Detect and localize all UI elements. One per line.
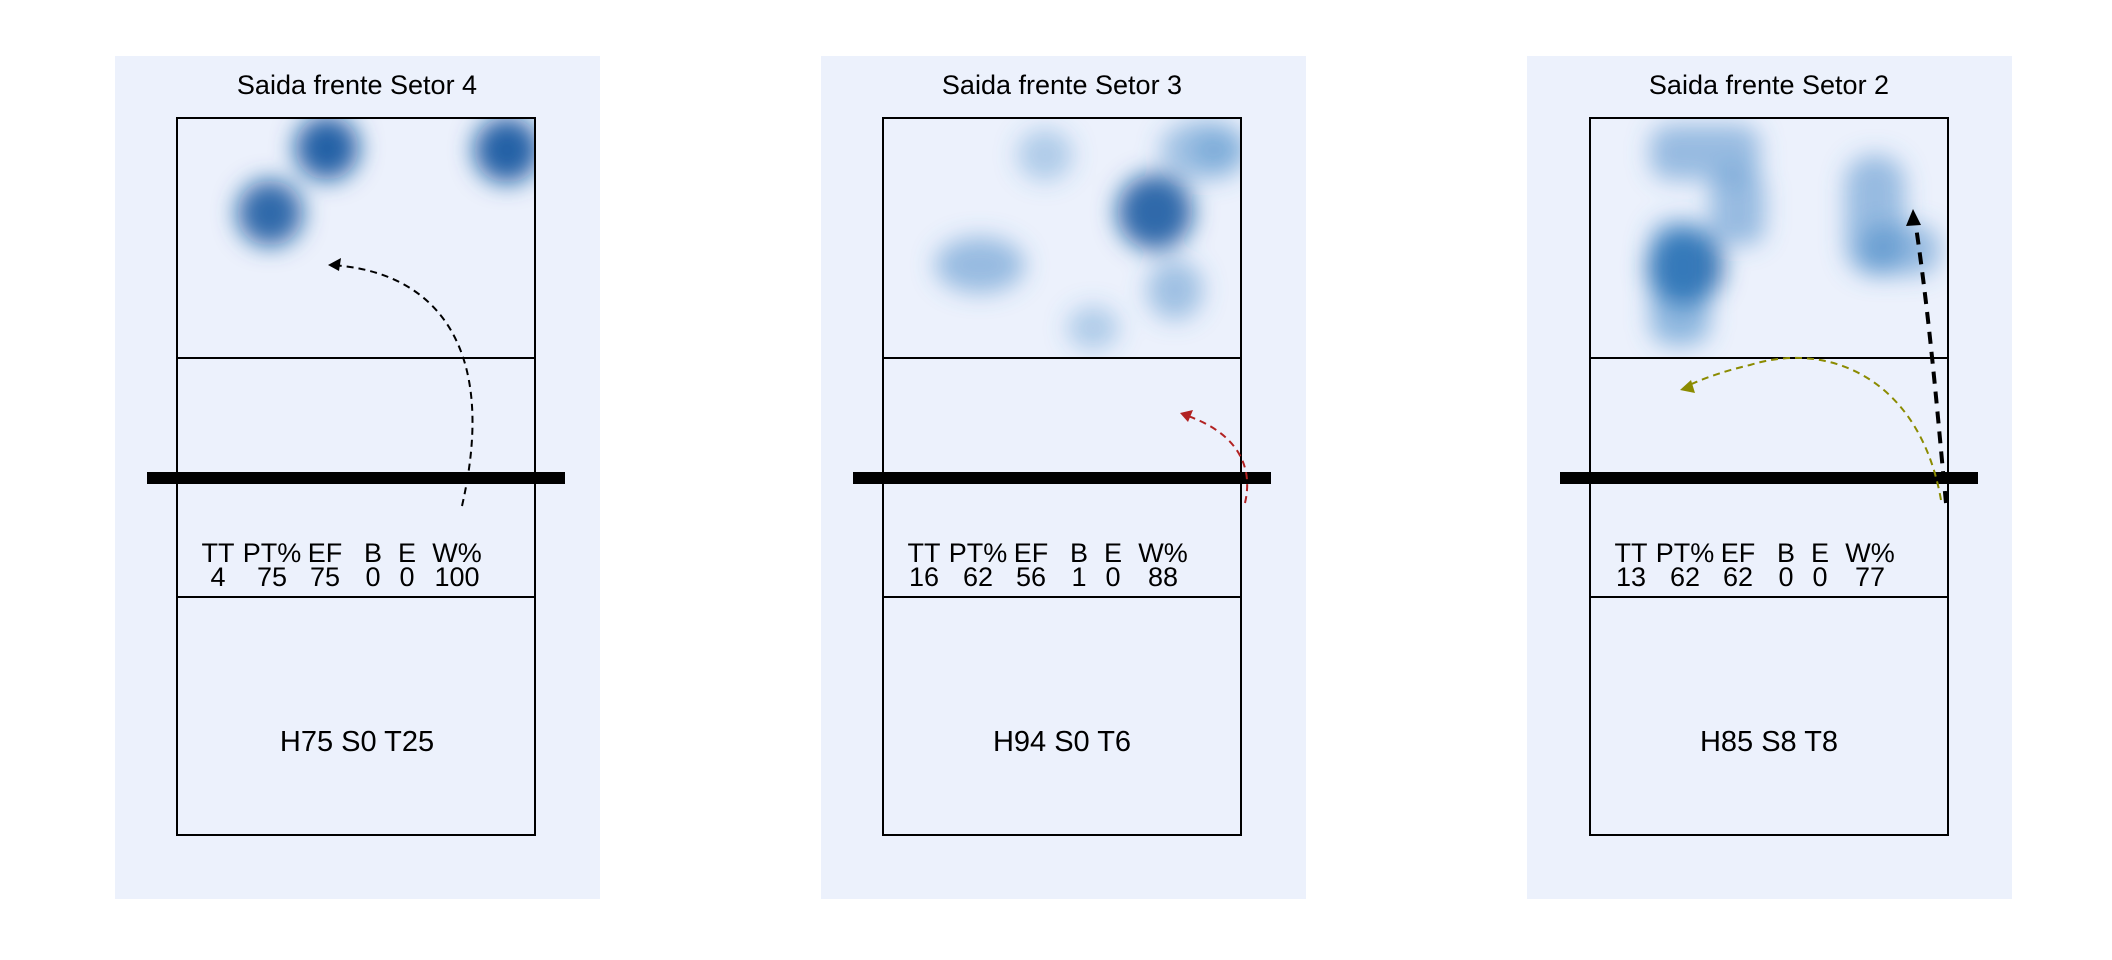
stat-header-b: B (364, 538, 382, 568)
stat-header-tt: TT (202, 538, 235, 568)
panel-footer: H85 S8 T8 (1700, 726, 1838, 758)
stat-header-w: W% (1138, 538, 1188, 568)
heat-blob (295, 118, 359, 180)
stat-value-ef: 56 (1016, 562, 1046, 592)
heat-blob (1650, 125, 1760, 180)
stat-header-pt: PT% (243, 538, 302, 568)
stat-header-e: E (1811, 538, 1829, 568)
attack-arrow (329, 264, 474, 507)
panel-title: Saida frente Setor 3 (942, 70, 1182, 100)
stat-header-pt: PT% (949, 538, 1008, 568)
panel-footer: H75 S0 T25 (280, 726, 434, 758)
court-panel-2: Saida frente Setor 3 TT PT% EF B E W% 16… (821, 56, 1306, 899)
heat-blob (1860, 225, 1940, 275)
stat-value-ef: 62 (1723, 562, 1753, 592)
heat-blob (935, 237, 1025, 293)
stat-value-tt: 16 (909, 562, 939, 592)
heat-blob (474, 118, 535, 183)
stat-value-w: 77 (1855, 562, 1885, 592)
stat-value-pt: 62 (1670, 562, 1700, 592)
court-panel-1: Saida frente Setor 4 TT PT% EF B E W% 4 … (115, 56, 600, 899)
attack-arrow (1184, 414, 1249, 504)
stat-header-tt: TT (908, 538, 941, 568)
stat-value-pt: 75 (257, 562, 287, 592)
stat-value-e: 0 (1812, 562, 1827, 592)
attack-arrow (1684, 356, 1942, 501)
stat-value-ef: 75 (310, 562, 340, 592)
stat-header-w: W% (1845, 538, 1895, 568)
heat-blob (237, 180, 303, 246)
stats-value-row: 16 62 56 1 0 88 (909, 562, 1178, 592)
heat-blob (1017, 129, 1073, 181)
heat-blob (1117, 174, 1193, 250)
stat-value-tt: 4 (210, 562, 225, 592)
stat-header-pt: PT% (1656, 538, 1715, 568)
stats-value-row: 13 62 62 0 0 77 (1616, 562, 1885, 592)
stat-value-b: 0 (365, 562, 380, 592)
heat-blob (1710, 170, 1765, 245)
stat-value-w: 88 (1148, 562, 1178, 592)
stat-header-ef: EF (308, 538, 343, 568)
arrow-head (1680, 380, 1695, 393)
heat-blob (1067, 306, 1119, 350)
arrow-head (328, 258, 341, 271)
stat-header-w: W% (432, 538, 482, 568)
stat-header-e: E (1104, 538, 1122, 568)
panel-title: Saida frente Setor 4 (237, 70, 477, 100)
court-panel-3: Saida frente Setor 2 TT PT% EF B E W% 13… (1527, 56, 2012, 899)
panel-title: Saida frente Setor 2 (1649, 70, 1889, 100)
stats-header-row: TT PT% EF B E W% (202, 538, 482, 568)
stat-header-b: B (1777, 538, 1795, 568)
heat-blob (1650, 220, 1710, 345)
stat-header-ef: EF (1721, 538, 1756, 568)
heatmap (935, 120, 1241, 350)
stat-value-tt: 13 (1616, 562, 1646, 592)
arrow-head (1906, 209, 1921, 226)
panel-footer: H94 S0 T6 (993, 726, 1131, 758)
heat-blob (1193, 130, 1237, 170)
stat-header-e: E (398, 538, 416, 568)
stats-value-row: 4 75 75 0 0 100 (210, 562, 479, 592)
attack-arrow (1913, 219, 1948, 504)
stat-header-b: B (1070, 538, 1088, 568)
stats-header-row: TT PT% EF B E W% (1615, 538, 1895, 568)
stat-value-e: 0 (1105, 562, 1120, 592)
arrow-head (1180, 410, 1193, 422)
heatmap (1647, 125, 1940, 345)
stat-value-w: 100 (434, 562, 479, 592)
stat-value-pt: 62 (963, 562, 993, 592)
heatmap (237, 118, 535, 246)
stat-header-ef: EF (1014, 538, 1049, 568)
stat-header-tt: TT (1615, 538, 1648, 568)
stat-value-b: 0 (1778, 562, 1793, 592)
heat-blob (1147, 260, 1203, 320)
stat-value-b: 1 (1071, 562, 1086, 592)
stat-value-e: 0 (399, 562, 414, 592)
stats-header-row: TT PT% EF B E W% (908, 538, 1188, 568)
